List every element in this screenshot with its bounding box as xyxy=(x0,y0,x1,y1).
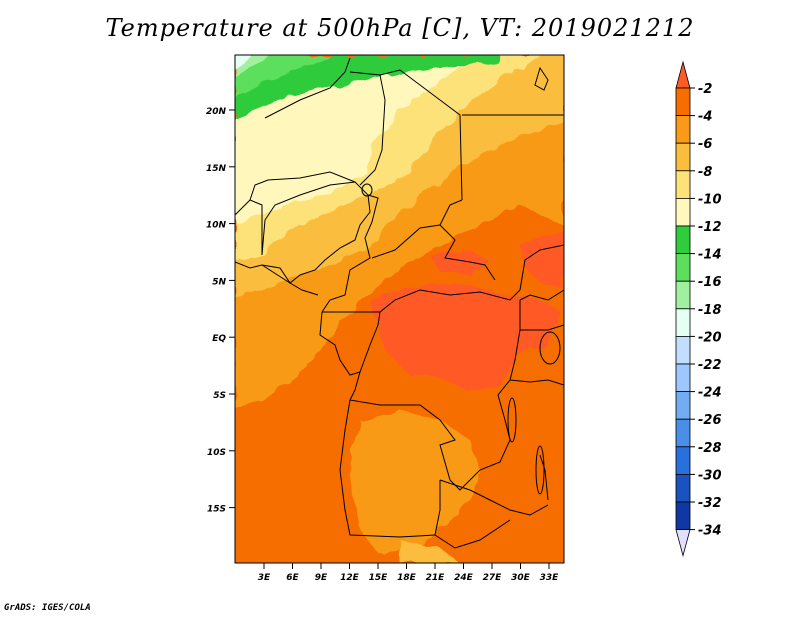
lon-label: 3E xyxy=(258,573,271,583)
lon-label: 9E xyxy=(315,573,328,583)
colorbar-label: -20 xyxy=(698,330,722,345)
lon-label: 30E xyxy=(511,573,531,583)
colorbar-label: -26 xyxy=(698,413,722,428)
colorbar-swatch xyxy=(675,142,691,172)
colorbar-label: -10 xyxy=(698,192,722,207)
colorbar-swatch xyxy=(675,391,691,420)
lat-label: 20N xyxy=(206,107,227,117)
colorbar-swatch xyxy=(675,115,691,144)
colorbar-swatch xyxy=(675,225,691,255)
lon-label: 12E xyxy=(340,573,360,583)
map-title: Temperature at 500hPa [C], VT: 201902121… xyxy=(105,14,695,42)
colorbar-top-arrow xyxy=(675,60,691,89)
colorbar-swatch xyxy=(675,197,691,227)
map-frame xyxy=(234,54,565,564)
lat-label: 5S xyxy=(213,391,226,401)
colorbar-swatch xyxy=(675,280,691,310)
latitude-axis: 20N 15N 10N 5N EQ 5S 10S 15S xyxy=(206,107,235,515)
lon-label: 33E xyxy=(540,573,560,583)
colorbar: -2 -4 -6 -8 -10 -12 -14 -16 -18 -20 -22 -24 -26 -28 -3… xyxy=(675,60,722,558)
colorbar-swatch xyxy=(675,363,691,393)
colorbar-label: -32 xyxy=(698,496,722,511)
lat-label: 10S xyxy=(207,448,226,458)
colorbar-swatch xyxy=(675,418,691,448)
lon-label: 15E xyxy=(369,573,389,583)
colorbar-label: -2 xyxy=(698,82,712,97)
lat-label: 10N xyxy=(206,221,227,231)
colorbar-label: -24 xyxy=(698,386,722,401)
lat-label: 5N xyxy=(212,277,226,287)
grads-credit: GrADS: IGES/COLA xyxy=(4,603,91,613)
colorbar-label: -34 xyxy=(698,524,722,539)
colorbar-label: -14 xyxy=(698,248,722,263)
colorbar-label: -30 xyxy=(698,468,722,483)
colorbar-label: -6 xyxy=(698,137,712,152)
colorbar-bottom-arrow xyxy=(675,529,691,558)
lon-label: 18E xyxy=(397,573,417,583)
colorbar-label: -4 xyxy=(698,110,712,125)
colorbar-swatch xyxy=(675,308,691,337)
colorbar-label: -8 xyxy=(698,165,712,180)
colorbar-label: -16 xyxy=(698,275,722,290)
colorbar-label: -22 xyxy=(698,358,722,373)
lon-label: 21E xyxy=(426,573,446,583)
colorbar-swatch xyxy=(675,446,691,475)
colorbar-swatch xyxy=(675,473,691,503)
country-borders xyxy=(235,57,564,549)
lakes xyxy=(361,66,561,495)
lon-label: 24E xyxy=(454,573,474,583)
colorbar-swatch xyxy=(675,253,691,282)
colorbar-swatch xyxy=(675,335,691,365)
temperature-field xyxy=(235,55,564,563)
lat-label: 15S xyxy=(207,505,226,515)
colorbar-swatch xyxy=(675,170,691,199)
lat-label: EQ xyxy=(212,334,226,344)
lon-label: 27E xyxy=(483,573,503,583)
colorbar-label: -18 xyxy=(698,303,722,318)
colorbar-label: -28 xyxy=(698,441,722,456)
lat-label: 15N xyxy=(206,164,227,174)
lon-label: 6E xyxy=(286,573,299,583)
colorbar-swatch xyxy=(675,501,691,531)
colorbar-label: -12 xyxy=(698,220,722,235)
longitude-axis: 3E 6E 9E 12E 15E 18E 21E 24E 27E 30E 33E xyxy=(258,563,559,583)
colorbar-swatch xyxy=(675,87,691,117)
